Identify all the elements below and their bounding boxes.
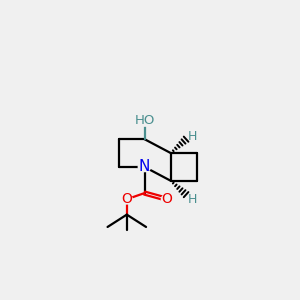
Text: H: H [188, 193, 197, 206]
Text: O: O [122, 192, 132, 206]
Text: N: N [139, 159, 150, 174]
Ellipse shape [138, 161, 152, 172]
Ellipse shape [134, 115, 155, 127]
Text: HO: HO [134, 114, 155, 127]
Text: O: O [161, 192, 172, 206]
Ellipse shape [161, 194, 173, 205]
Ellipse shape [121, 194, 133, 205]
Text: H: H [188, 130, 197, 142]
